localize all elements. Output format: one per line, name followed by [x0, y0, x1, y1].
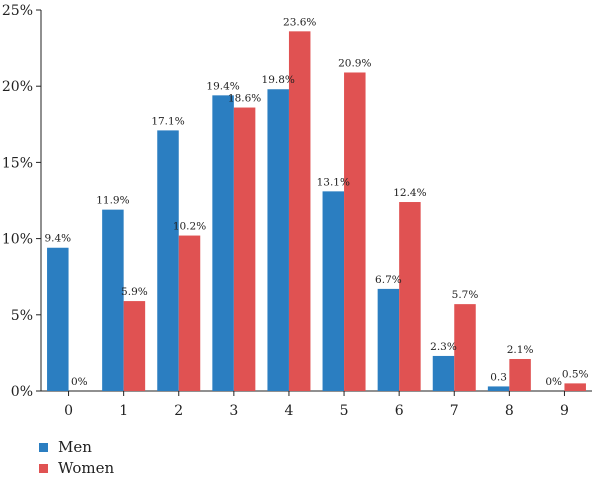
- bars-group: [47, 31, 586, 392]
- bar-women-6: [399, 202, 421, 391]
- data-labels-group: 9.4% 11.9% 17.1% 19.4% 19.8% 13.1% 6.7% 2.3% 0.3…: [44, 16, 588, 388]
- bar-women-8: [509, 358, 531, 391]
- bar-men-5: [322, 191, 345, 391]
- bar-women-5: [344, 72, 366, 391]
- legend: Men Women: [39, 438, 115, 477]
- data-label-women: 5.7%: [452, 289, 479, 301]
- bar-men-1: [102, 209, 124, 391]
- data-label-men: 2.3%: [430, 341, 457, 353]
- data-label-women: 10.2%: [173, 221, 206, 233]
- x-tick-label: 8: [505, 403, 514, 419]
- legend-label-women: Women: [58, 459, 115, 477]
- x-tick-label: 2: [174, 403, 183, 419]
- x-tick-label: 9: [560, 403, 569, 419]
- bar-women-3: [233, 107, 256, 391]
- y-tick-label: 15%: [2, 155, 33, 171]
- y-tick-label: 0%: [11, 384, 33, 400]
- bar-men-0: [47, 247, 69, 391]
- data-label-men: 0%: [545, 376, 562, 388]
- data-label-men: 0.3: [490, 371, 507, 383]
- x-tick-label: 0: [64, 403, 73, 419]
- data-label-men: 11.9%: [96, 195, 129, 207]
- x-tick-label: 5: [340, 403, 349, 419]
- data-label-women: 2.1%: [507, 344, 534, 356]
- bar-men-7: [432, 355, 455, 391]
- legend-swatch-men: [39, 443, 48, 452]
- data-label-women: 20.9%: [338, 57, 371, 69]
- bar-women-9: [564, 383, 586, 391]
- bar-men-8: [487, 386, 510, 391]
- x-tick-label: 7: [450, 403, 459, 419]
- data-label-women: 0%: [71, 376, 88, 388]
- bar-women-2: [178, 235, 201, 391]
- data-label-men: 9.4%: [44, 233, 71, 245]
- x-tick-label: 4: [284, 403, 293, 419]
- y-tick-label: 20%: [2, 79, 33, 95]
- legend-label-men: Men: [58, 438, 92, 456]
- data-label-women: 5.9%: [121, 286, 148, 298]
- data-label-women: 12.4%: [393, 187, 426, 199]
- bar-women-4: [288, 31, 311, 392]
- data-label-men: 6.7%: [375, 274, 402, 286]
- bar-women-7: [454, 304, 476, 391]
- x-tick-label: 1: [119, 403, 128, 419]
- axes: 0% 5% 10% 15% 20% 25% 0 1 2 3 4 5 6 7 8 9: [2, 3, 592, 419]
- y-tick-label: 10%: [2, 232, 33, 248]
- data-label-men: 17.1%: [151, 115, 184, 127]
- bar-men-3: [212, 95, 234, 392]
- bar-women-1: [123, 301, 146, 391]
- y-tick-label: 25%: [2, 3, 33, 19]
- x-tick-label: 6: [395, 403, 404, 419]
- legend-swatch-women: [39, 464, 48, 473]
- data-label-women: 23.6%: [283, 16, 316, 28]
- y-tick-label: 5%: [11, 308, 33, 324]
- data-label-women: 0.5%: [562, 368, 589, 380]
- data-label-women: 18.6%: [228, 93, 261, 105]
- bar-men-6: [377, 288, 400, 391]
- x-tick-label: 3: [229, 403, 238, 419]
- bar-men-2: [157, 130, 179, 391]
- data-label-men: 19.4%: [206, 80, 239, 92]
- bar-men-4: [267, 89, 289, 392]
- data-label-men: 19.8%: [262, 74, 295, 86]
- data-label-men: 13.1%: [317, 176, 350, 188]
